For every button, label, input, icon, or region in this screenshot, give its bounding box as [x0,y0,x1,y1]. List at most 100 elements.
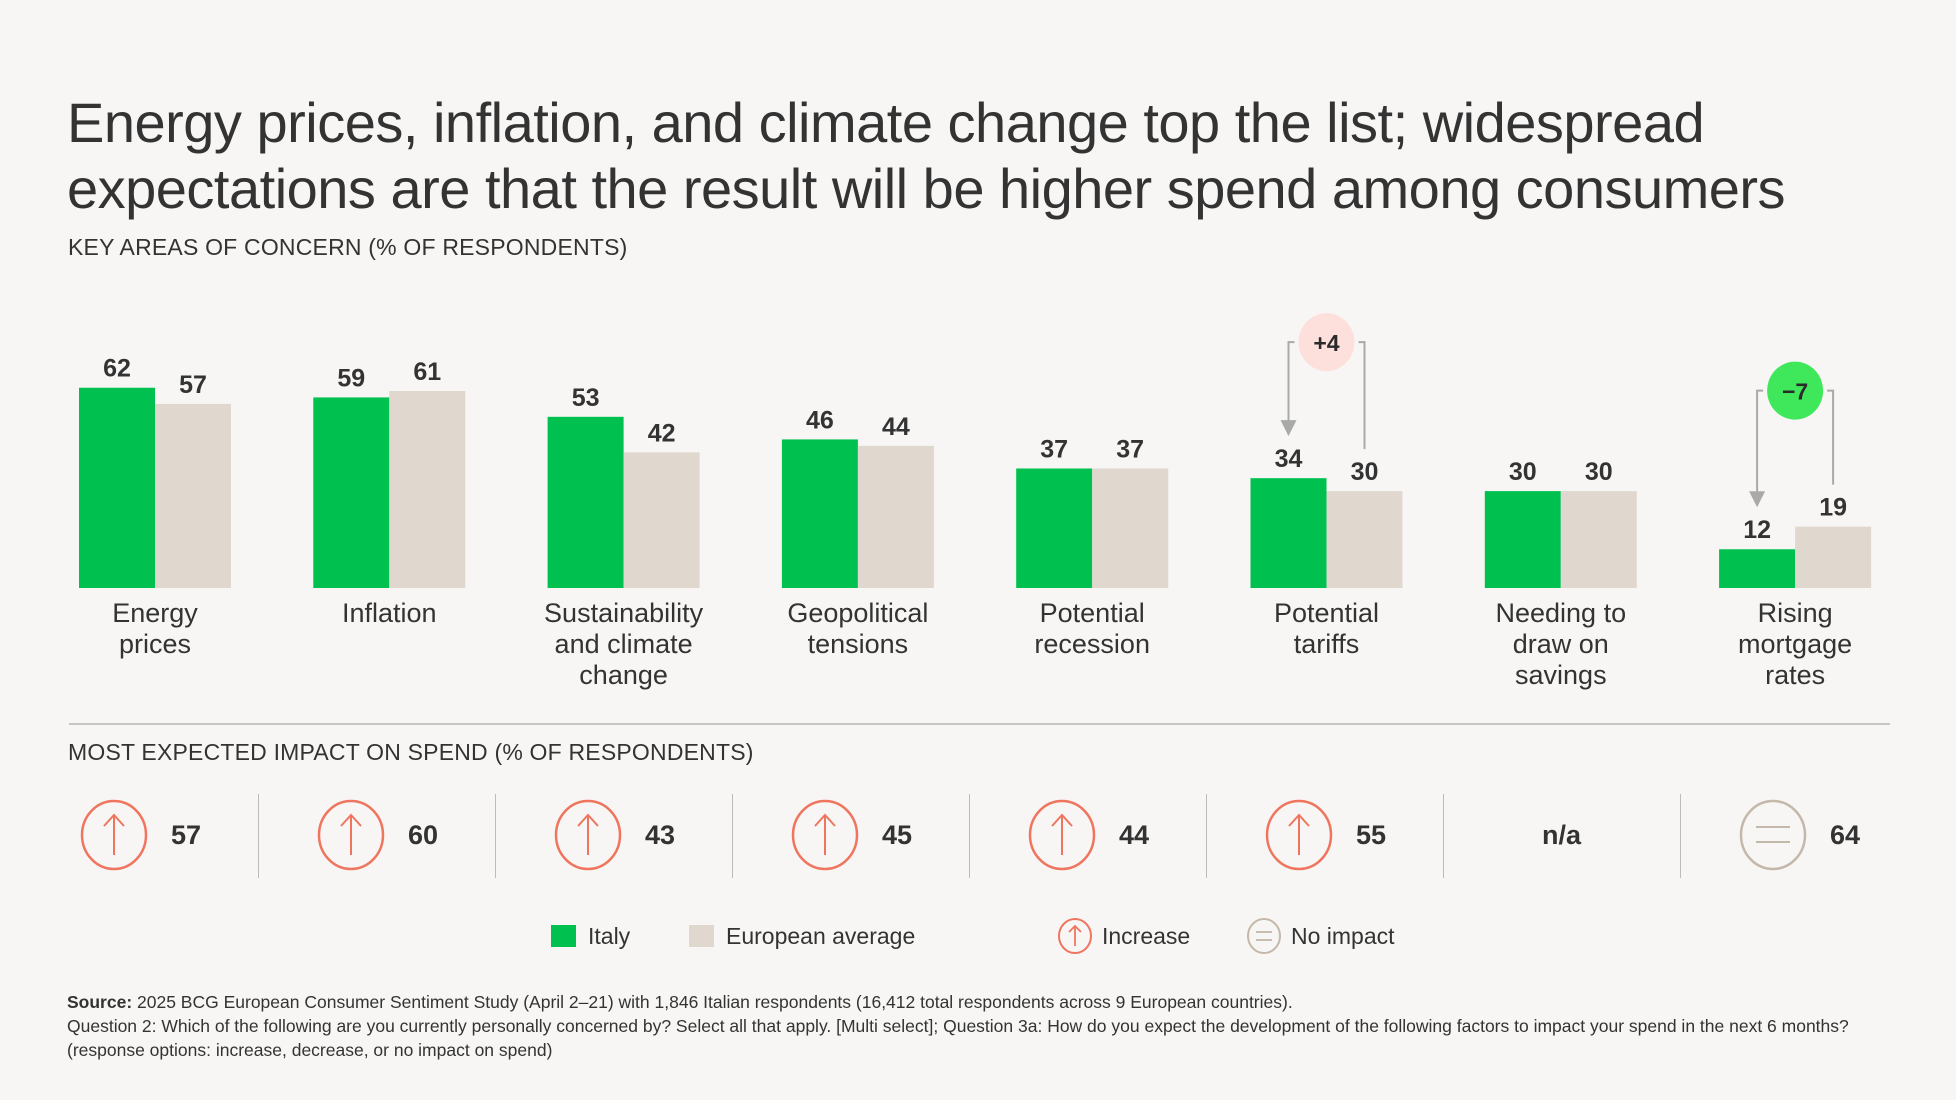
bar-italy [781,439,858,588]
category-label: Sustainability and climate change [524,598,724,691]
increase-arrow-icon [317,799,385,871]
impact-section-label: MOST EXPECTED IMPACT ON SPEND (% OF RESP… [68,739,754,765]
bar-european-average [1092,468,1169,588]
data-label-italy: 34 [1275,445,1303,473]
data-label-italy: 12 [1743,516,1771,544]
impact-value: 64 [1830,819,1861,850]
bar-european-average [1560,491,1637,588]
delta-bubble [1767,361,1824,420]
impact-value: 55 [1356,819,1387,850]
legend-item-european-average: European average [689,918,915,954]
legend-label-european-average: European average [726,922,916,949]
delta-bubble [1298,313,1355,372]
increase-arrow-icon [1265,799,1333,871]
data-label-european-average: 61 [413,358,441,386]
category-label-line: Sustainability [544,598,704,628]
impact-cell: 45 [790,790,912,880]
increase-arrow-icon [791,799,859,871]
bar-european-average [389,390,466,588]
data-label-european-average: 42 [648,419,676,447]
bar-italy [1016,468,1093,588]
bracket-line [1827,389,1835,485]
category-label: Potential recession [992,598,1192,660]
delta-label: +4 [1313,330,1339,356]
bar-italy [1250,478,1327,588]
bar-group: 53 42 [547,384,700,588]
category-label-line: savings [1515,660,1607,690]
impact-separator [1443,794,1444,878]
data-label-italy: 59 [337,364,365,392]
impact-value: n/a [1541,819,1581,850]
bracket-line [1287,341,1295,423]
source-line: Source: 2025 BCG European Consumer Senti… [67,990,1907,1014]
data-label-italy: 62 [103,355,131,383]
arrow-down-icon [1280,420,1297,437]
impact-cell: n/a [1443,790,1680,880]
bracket-line [1756,389,1764,494]
questions-text: Question 2: Which of the following are y… [67,1016,1849,1060]
bar-group: 30 30 [1484,458,1637,588]
category-label-line: rates [1765,660,1826,690]
data-label-european-average: 57 [179,371,207,399]
impact-separator [969,794,970,878]
category-label-line: Energy [112,598,198,628]
category-label: Inflation [289,598,489,629]
european-average-swatch [689,925,714,947]
legend-item-no-impact: No impact [1245,918,1395,954]
source-text: 2025 BCG European Consumer Sentiment Stu… [132,992,1293,1012]
category-label-line: Needing to [1495,598,1627,628]
impact-cell: 60 [316,790,438,880]
italy-swatch [551,925,576,947]
data-label-italy: 37 [1040,435,1068,463]
bar-italy [1484,491,1561,588]
category-label: Geopolitical tensions [758,598,958,660]
category-label-line: Potential [1273,598,1380,628]
bar-european-average [1326,491,1403,588]
section-divider [69,723,1890,725]
bar-european-average [857,445,934,588]
no-impact-equals-icon [1247,918,1281,954]
arrow-down-icon [1749,491,1766,508]
bar-european-average [623,452,700,588]
bar-italy [79,387,155,588]
impact-row: 57 60 43 45 44 55 n/a 64 [0,790,1956,880]
impact-separator [732,794,733,878]
impact-value: 57 [171,819,202,850]
category-label-line: and climate [554,629,693,659]
legend: Italy European average Increase No impac… [0,918,1956,954]
category-label-line: tensions [807,629,909,659]
category-label-line: recession [1034,629,1150,659]
increase-arrow-icon [554,799,622,871]
impact-cell: 57 [79,790,201,880]
impact-separator [1680,794,1681,878]
category-label: Needing to draw on savings [1461,598,1661,691]
data-label-european-average: 37 [1116,435,1144,463]
delta-label: −7 [1782,379,1808,405]
data-label-italy: 53 [572,384,600,412]
increase-arrow-icon [80,799,148,871]
category-label-line: change [579,660,668,690]
category-label: Potential tariffs [1227,598,1427,660]
footnote: Source: 2025 BCG European Consumer Senti… [67,990,1907,1062]
source-label: Source: [67,992,133,1012]
category-label-line: prices [118,629,192,659]
delta-annotation: +4 [1280,313,1366,450]
legend-item-increase: Increase [1056,918,1190,954]
category-label-line: mortgage [1738,629,1853,659]
data-label-italy: 30 [1509,458,1537,486]
page-title: Energy prices, inflation, and climate ch… [67,90,1786,220]
impact-separator [495,794,496,878]
impact-value: 45 [882,819,913,850]
bracket-line [1358,341,1366,450]
data-label-european-average: 19 [1819,494,1847,522]
category-label-line: draw on [1512,629,1609,659]
bar-european-average [1795,526,1872,588]
impact-cell: 44 [1027,790,1149,880]
data-label-european-average: 30 [1351,458,1379,486]
impact-separator [1206,794,1207,878]
bar-group: 37 37 [1016,435,1169,588]
category-label-line: Geopolitical [787,598,929,628]
impact-separator [258,794,259,878]
bar-group: 34 30 [1250,445,1403,588]
bar-italy [1719,549,1796,588]
